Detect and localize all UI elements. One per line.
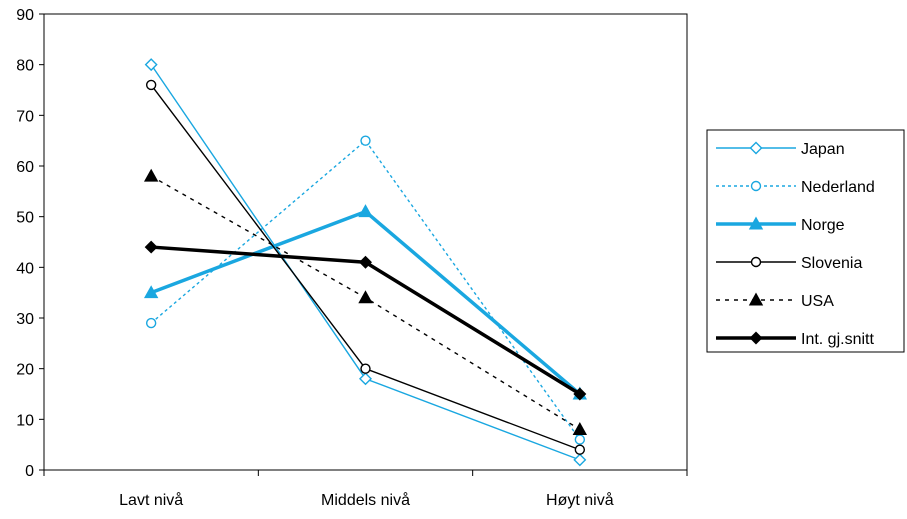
data-point-slovenia: [574, 444, 586, 455]
data-point-usa: [143, 168, 159, 182]
legend-marker-nederland: [750, 180, 762, 192]
data-point-norge: [143, 285, 159, 299]
y-tick-label: 40: [16, 260, 34, 277]
legend-marker-int-gj-snitt: [749, 331, 763, 345]
data-point-nederland: [145, 317, 157, 329]
x-tick-label: Høyt nivå: [546, 491, 614, 509]
data-point-usa: [358, 290, 373, 304]
axes: 0 10 20 30 40 50 60 70 80 90 Lavt nivå Middels nivå…: [16, 7, 688, 509]
legend-box: [706, 129, 905, 353]
legend-marker-slovenia: [750, 256, 762, 268]
data-point-japan: [359, 372, 372, 386]
plot-area-frame: [43, 13, 688, 471]
y-tick-label: 0: [25, 463, 34, 480]
y-tick-label: 60: [16, 159, 34, 176]
legend: Japan Nederland Norge Slovenia USA Int. gj.sn…: [706, 129, 905, 353]
data-point-nederland: [360, 135, 371, 146]
series-line-nederland: [150, 139, 581, 441]
legend-label-int-gj-snitt: Int. gj.snitt: [801, 331, 874, 348]
y-tick-label: 20: [16, 362, 34, 379]
y-tick-label: 30: [16, 311, 34, 328]
x-tick-label: Middels nivå: [321, 491, 410, 509]
data-point-norge: [358, 204, 373, 218]
legend-marker-usa: [748, 292, 764, 306]
data-point-int-gj-snitt: [359, 255, 372, 269]
legend-label-slovenia: Slovenia: [801, 255, 862, 272]
data-point-int-gj-snitt: [144, 240, 158, 254]
x-tick-label: Lavt nivå: [119, 491, 183, 509]
data-point-japan: [573, 453, 587, 467]
legend-label-norge: Norge: [801, 217, 845, 234]
series-lines: [143, 58, 588, 467]
legend-marker-norge: [748, 216, 764, 230]
y-tick-label: 50: [16, 210, 34, 227]
legend-label-japan: Japan: [801, 141, 845, 158]
y-tick-label: 10: [16, 412, 34, 429]
legend-marker-japan: [749, 141, 763, 155]
data-point-japan: [144, 58, 158, 72]
y-tick-label: 80: [16, 58, 34, 75]
legend-label-nederland: Nederland: [801, 179, 875, 196]
data-point-nederland: [574, 434, 586, 445]
y-tick-label: 70: [16, 108, 34, 125]
data-point-slovenia: [145, 79, 157, 91]
y-tick-label: 90: [16, 7, 34, 24]
data-point-usa: [572, 422, 588, 435]
data-point-slovenia: [360, 363, 371, 374]
data-point-int-gj-snitt: [573, 387, 587, 401]
legend-label-usa: USA: [801, 293, 834, 310]
